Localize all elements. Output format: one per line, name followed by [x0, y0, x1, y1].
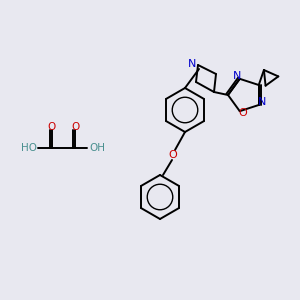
Text: O: O [169, 150, 177, 160]
Text: O: O [71, 122, 79, 132]
Text: N: N [232, 71, 241, 81]
Text: OH: OH [89, 143, 105, 153]
Text: N: N [188, 59, 196, 69]
Text: N: N [258, 97, 266, 107]
Text: O: O [48, 122, 56, 132]
Text: HO: HO [21, 143, 37, 153]
Text: O: O [238, 108, 247, 118]
